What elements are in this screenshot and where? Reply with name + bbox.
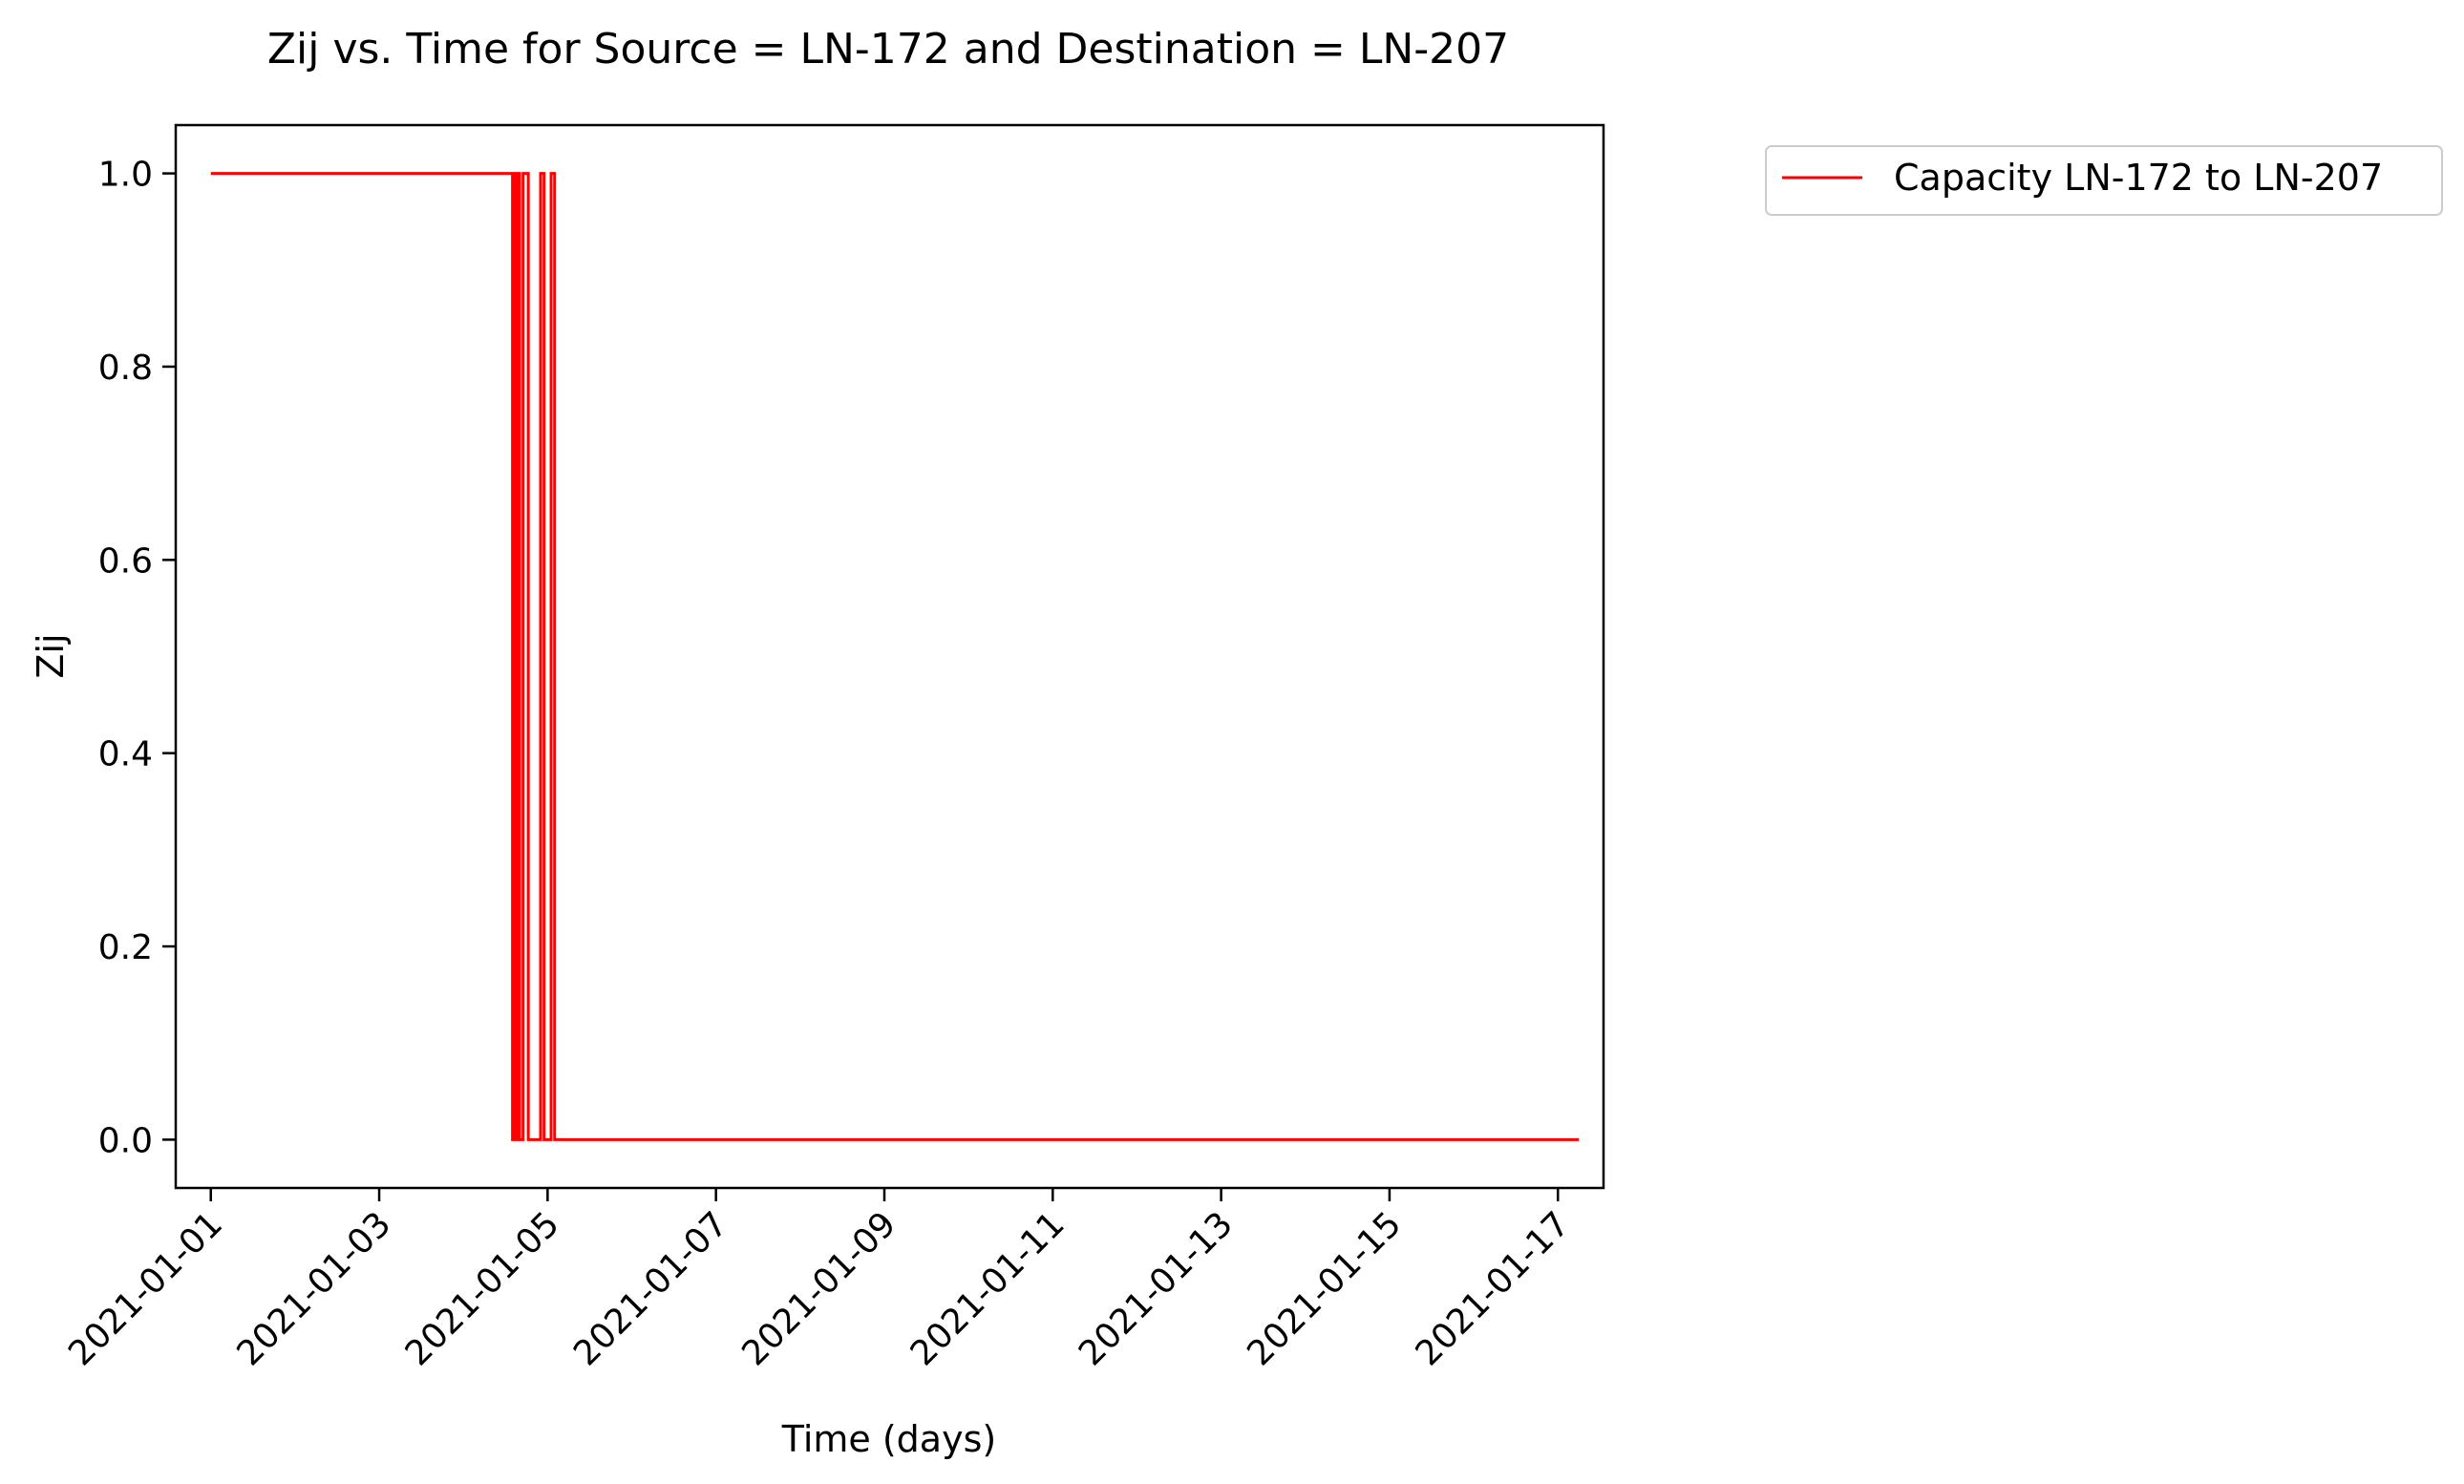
y-axis-label: Zij [30,633,72,678]
x-tick-label: 2021-01-09 [734,1204,903,1373]
x-tick-label: 2021-01-11 [903,1204,1073,1373]
x-tick-label: 2021-01-03 [229,1204,398,1373]
x-tick-label: 2021-01-05 [398,1204,567,1373]
y-tick-label: 0.6 [98,541,153,581]
x-tick-label: 2021-01-15 [1240,1204,1409,1373]
y-tick-label: 0.0 [98,1121,153,1160]
y-tick-label: 0.2 [98,928,153,967]
x-axis-label: Time (days) [781,1418,996,1460]
legend-entry-label: Capacity LN-172 to LN-207 [1894,157,2383,199]
plot-area [174,123,1605,1190]
y-tick-label: 0.4 [98,735,153,774]
chart-title: Zij vs. Time for Source = LN-172 and Des… [267,25,1509,74]
legend: Capacity LN-172 to LN-207 [1765,145,2443,216]
x-tick-label: 2021-01-07 [566,1204,735,1373]
y-tick-label: 1.0 [98,156,153,195]
y-tick-label: 0.8 [98,349,153,388]
legend-box [1765,145,2443,216]
x-tick-label: 2021-01-13 [1072,1204,1241,1373]
series-line [210,172,1580,1141]
x-tick-label: 2021-01-17 [1409,1204,1578,1373]
x-tick-label: 2021-01-01 [61,1204,230,1373]
